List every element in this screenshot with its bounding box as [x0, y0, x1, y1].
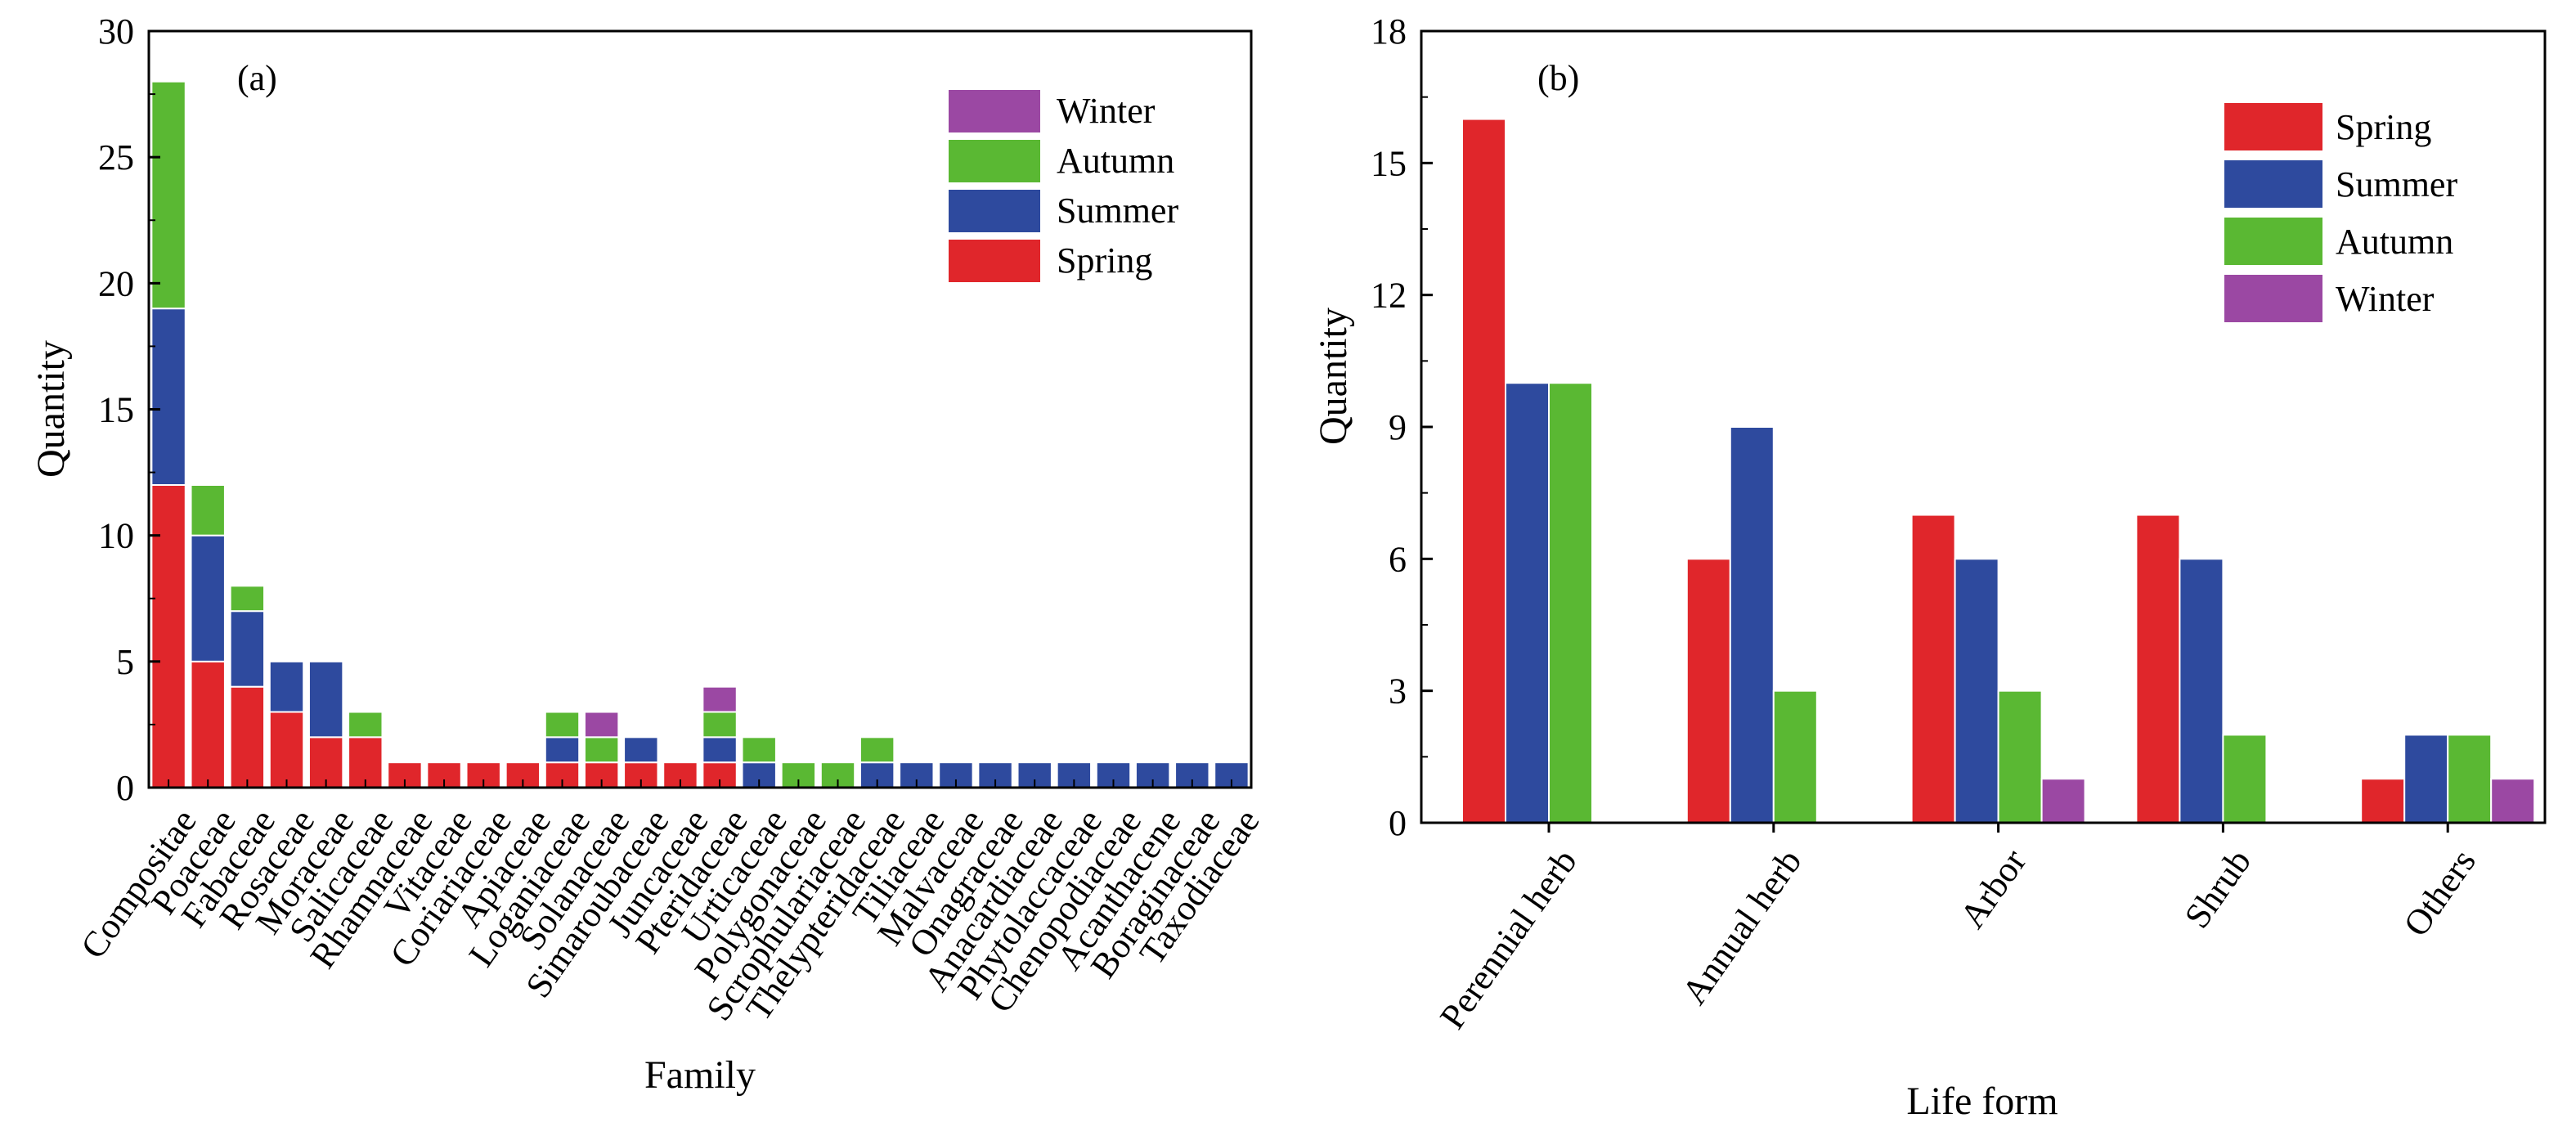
bar-autumn-shrub: [2222, 734, 2268, 824]
panel-label-b: (b): [1537, 58, 1579, 98]
legend-label-autumn: Autumn: [2336, 222, 2453, 262]
y-tick-label: 0: [1389, 803, 1407, 843]
chart-b: 0 3 6 9 12 15 18 Perennial herb Annual herb Arbor…: [1312, 11, 2547, 1123]
y-axis-title: Quantity: [29, 340, 73, 478]
legend-swatch-summer: [2224, 160, 2322, 208]
bar-summer-simaroubaceae: [623, 736, 659, 764]
bar-autumn-others: [2447, 734, 2493, 824]
bar-autumn-salicaceae: [348, 711, 384, 739]
legend-label-spring: Spring: [1057, 240, 1152, 281]
y-tick-label: 12: [1371, 276, 1407, 316]
bar-spring-poaceae: [190, 660, 226, 788]
bar-winter-pteridaceae: [702, 685, 738, 713]
legend-label-summer: Summer: [1057, 191, 1178, 231]
bar-summer-rosaceae: [268, 660, 305, 713]
legend-label-summer: Summer: [2336, 164, 2457, 204]
bar-autumn-annual-herb: [1772, 689, 1818, 824]
y-tick-label: 6: [1389, 539, 1407, 579]
bar-autumn-urticaceae: [741, 736, 777, 764]
x-tick-label: Shrub: [2177, 842, 2259, 936]
y-tick-label: 15: [98, 390, 134, 430]
bar-autumn-thelypteridaceae: [859, 736, 895, 764]
bar-spring-fabaceae: [229, 685, 266, 789]
y-tick-label: 30: [98, 11, 134, 52]
bar-summer-moraceae: [307, 660, 344, 739]
bar-summer-arbor: [1954, 558, 1999, 824]
bar-summer-others: [2403, 734, 2449, 824]
legend-swatch-autumn: [949, 140, 1040, 182]
x-axis-title: Life form: [1906, 1080, 2058, 1123]
bar-spring-perennial-herb: [1461, 118, 1506, 824]
x-tick-label: Others: [2396, 842, 2484, 944]
bar-autumn-perennial-herb: [1548, 382, 1593, 824]
legend-label-autumn: Autumn: [1057, 141, 1174, 181]
x-axis-title: Family: [644, 1053, 756, 1097]
y-tick-label: 15: [1371, 143, 1407, 183]
bar-spring-compositae: [150, 484, 186, 788]
y-tick-label: 5: [116, 642, 134, 682]
bar-autumn-compositae: [150, 80, 186, 310]
legend-swatch-winter: [949, 90, 1040, 132]
legend-swatch-spring: [2224, 103, 2322, 150]
bar-autumn-loganiaceae: [544, 711, 581, 739]
bar-summer-fabaceae: [229, 610, 266, 688]
bar-summer-pteridaceae: [702, 736, 738, 764]
bar-autumn-arbor: [1997, 689, 2043, 824]
bar-summer-annual-herb: [1729, 426, 1775, 824]
legend-label-winter: Winter: [2336, 279, 2435, 319]
bar-summer-perennial-herb: [1505, 382, 1550, 824]
y-tick-label: 10: [98, 516, 134, 556]
bar-summer-boraginaceae: [1174, 761, 1210, 789]
legend-swatch-spring: [949, 240, 1040, 282]
x-tick-label: Annual herb: [1674, 842, 1810, 1012]
bar-winter-others: [2490, 778, 2536, 824]
panel-label-a: (a): [237, 58, 277, 98]
bar-autumn-pteridaceae: [702, 711, 738, 739]
y-axis-title: Quantity: [1312, 308, 1355, 445]
legend-swatch-autumn: [2224, 218, 2322, 265]
y-tick-label: 20: [98, 263, 134, 303]
bar-winter-arbor: [2040, 778, 2086, 824]
bar-autumn-fabaceae: [229, 585, 266, 613]
bar-spring-others: [2360, 778, 2406, 824]
bar-spring-annual-herb: [1685, 558, 1731, 824]
bar-spring-shrub: [2135, 514, 2181, 824]
y-tick-label: 25: [98, 137, 134, 177]
bar-summer-loganiaceae: [544, 736, 581, 764]
legend-swatch-summer: [949, 190, 1040, 232]
bar-autumn-solanaceae: [583, 736, 620, 764]
bar-autumn-poaceae: [190, 484, 226, 537]
y-tick-label: 9: [1389, 407, 1407, 447]
bar-summer-shrub: [2179, 558, 2224, 824]
y-tick-label: 3: [1389, 671, 1407, 712]
bar-summer-compositae: [150, 308, 186, 486]
x-tick-label: Perennial herb: [1432, 842, 1585, 1036]
bar-spring-arbor: [1910, 514, 1956, 824]
y-tick-label: 0: [116, 768, 134, 808]
legend-label-spring: Spring: [2336, 107, 2431, 147]
bar-winter-solanaceae: [583, 711, 620, 739]
legend-label-winter: Winter: [1057, 91, 1156, 131]
bar-summer-poaceae: [190, 534, 226, 662]
y-tick-label: 18: [1371, 11, 1407, 52]
chart-a: 051015202530CompositaePoaceaeFabaceaeRos…: [29, 11, 1268, 1097]
legend-swatch-winter: [2224, 275, 2322, 322]
bar-spring-rosaceae: [268, 711, 305, 788]
x-tick-label: Arbor: [1952, 842, 2035, 935]
